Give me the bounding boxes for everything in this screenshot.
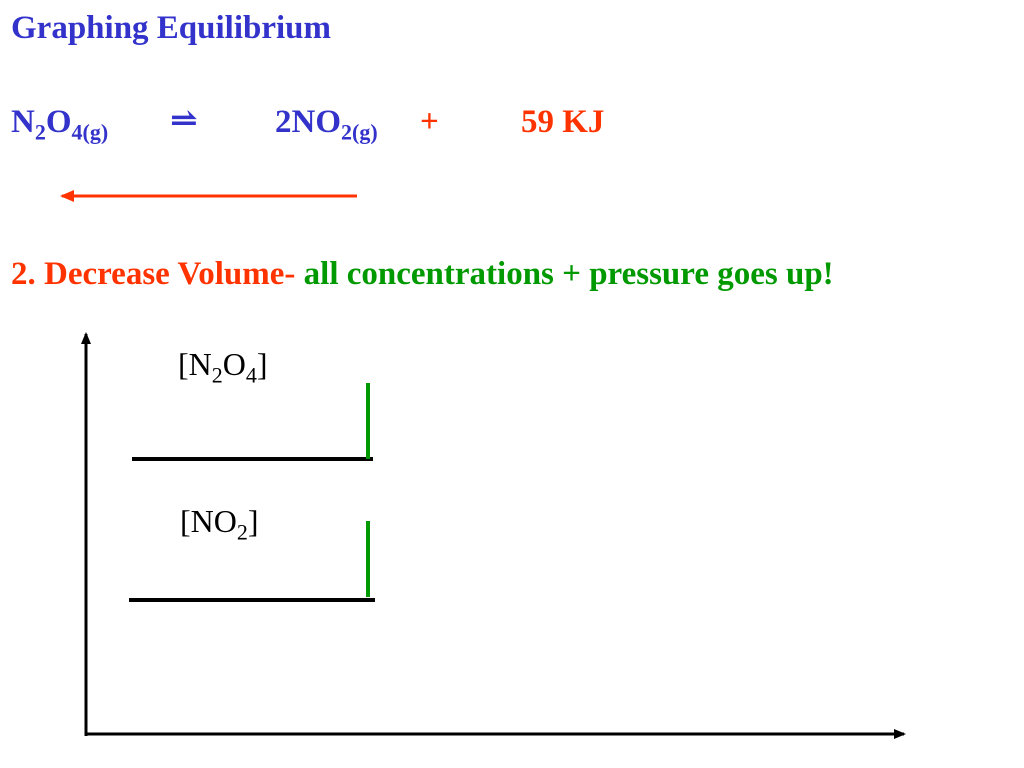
statement-suffix: all concentrations + pressure goes up! bbox=[303, 256, 834, 292]
product-subscript: 2(g) bbox=[341, 119, 378, 145]
reactant-n: N bbox=[11, 104, 35, 140]
equilibrium-arrow-icon: ⥬ bbox=[170, 103, 198, 139]
no2-label-sub1: 2 bbox=[236, 519, 248, 545]
n2o4-label-close: ] bbox=[256, 346, 268, 382]
reactant-n-subscript: 2 bbox=[34, 119, 46, 145]
energy-term: 59 KJ bbox=[521, 104, 605, 140]
statement-prefix: 2. Decrease Volume- bbox=[11, 256, 296, 292]
n2o4-label-sub1: 2 bbox=[211, 362, 223, 388]
no2-label-open: [NO bbox=[180, 503, 237, 539]
no2-label-close: ] bbox=[247, 503, 259, 539]
n2o4-label-open: [N bbox=[178, 346, 212, 382]
slide-title: Graphing Equilibrium bbox=[11, 10, 332, 46]
product-no: 2NO bbox=[275, 104, 341, 140]
n2o4-label-mid: O bbox=[222, 346, 246, 382]
product-formula: 2NO2(g) bbox=[275, 104, 378, 146]
reactant-o-subscript: 4(g) bbox=[71, 119, 109, 145]
n2o4-label-sub2: 4 bbox=[245, 362, 257, 388]
n2o4-label: [N2O4] bbox=[178, 346, 268, 388]
plus-sign: + bbox=[420, 104, 439, 140]
reactant-formula: N2O4(g) bbox=[11, 104, 108, 146]
volume-statement: 2. Decrease Volume- all concentrations +… bbox=[11, 256, 834, 293]
no2-label: [NO2] bbox=[180, 503, 259, 545]
reactant-o: O bbox=[45, 104, 72, 140]
